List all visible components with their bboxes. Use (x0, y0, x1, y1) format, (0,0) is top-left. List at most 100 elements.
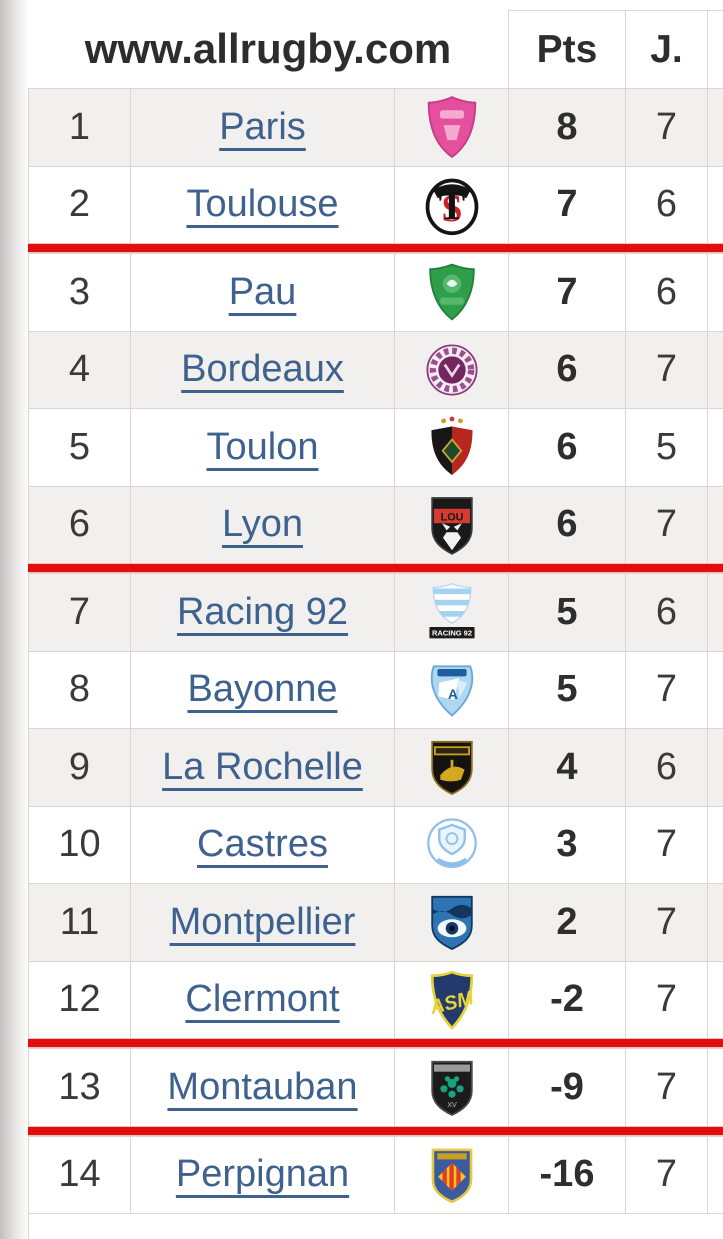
points-value: 5 (556, 668, 578, 711)
played-column-label: J. (650, 27, 683, 71)
team-link-toulouse[interactable]: Toulouse (186, 183, 339, 226)
rank-cell: 12 (28, 960, 130, 1038)
site-title: www.allrugby.com (84, 25, 452, 72)
played-cell: 7 (625, 485, 707, 563)
team-cell: Paris (130, 88, 394, 166)
team-cell: Castres (130, 805, 394, 883)
table-row: 1 Paris 8 7 (28, 88, 723, 166)
logo-cell (394, 805, 508, 883)
points-cell: 5 (508, 573, 625, 651)
aviron-bayonnais-crest-icon[interactable]: A (423, 659, 481, 721)
points-value: -16 (539, 1153, 595, 1196)
team-link-bayonne[interactable]: Bayonne (187, 668, 338, 711)
points-value: -9 (550, 1065, 584, 1108)
rank-value: 1 (68, 105, 91, 148)
racing-92-crest-icon[interactable]: RACING 92 (423, 580, 481, 644)
stade-rochelais-crest-icon[interactable] (425, 735, 479, 799)
played-cell: 7 (625, 805, 707, 883)
team-link-montauban[interactable]: Montauban (167, 1065, 358, 1108)
clipped-cell (707, 165, 723, 243)
table-row: 8 Bayonne A 5 7 (28, 650, 723, 728)
table-row: 5 Toulon 6 5 (28, 408, 723, 486)
section-paloise-crest-icon[interactable] (424, 261, 480, 323)
rank-cell: 14 (28, 1135, 130, 1213)
team-link-bordeaux[interactable]: Bordeaux (181, 348, 344, 391)
clipped-cell (707, 883, 723, 961)
relegation-separator-line (28, 1125, 723, 1136)
table-row: 7 Racing 92 RACING 92 5 6 (28, 573, 723, 651)
team-link-la-rochelle[interactable]: La Rochelle (162, 745, 363, 788)
relegation-separator-line (28, 1038, 723, 1048)
logo-cell (394, 330, 508, 408)
svg-text:S: S (441, 188, 462, 230)
team-link-perpignan[interactable]: Perpignan (175, 1153, 350, 1196)
team-link-lyon[interactable]: Lyon (222, 503, 303, 546)
rank-value: 7 (68, 590, 91, 633)
clipped-cell (707, 1048, 723, 1126)
team-link-paris[interactable]: Paris (219, 105, 306, 148)
rc-toulon-crest-icon[interactable] (424, 415, 480, 479)
clipped-cell (707, 728, 723, 806)
points-cell: -9 (508, 1048, 625, 1126)
asm-clermont-crest-icon[interactable]: ASM (425, 968, 479, 1032)
points-value: 3 (556, 823, 578, 866)
played-value: 7 (655, 1153, 678, 1196)
played-value: 6 (655, 183, 678, 226)
rank-value: 13 (58, 1065, 101, 1108)
union-bordeaux-crest-icon[interactable] (423, 339, 481, 401)
points-cell: 8 (508, 88, 625, 166)
team-link-racing-92[interactable]: Racing 92 (176, 590, 349, 633)
points-value: 7 (556, 270, 578, 313)
rank-value: 4 (68, 348, 91, 391)
page-edge-shadow (0, 0, 28, 1239)
played-cell: 7 (625, 650, 707, 728)
team-cell: Lyon (130, 485, 394, 563)
standings-table: www.allrugby.com Pts J. 1 Paris 8 7 2 To… (28, 10, 723, 1239)
rank-cell: 2 (28, 165, 130, 243)
us-montauban-crest-icon[interactable]: XV (425, 1055, 479, 1119)
rank-value: 10 (58, 823, 101, 866)
played-cell: 7 (625, 960, 707, 1038)
svg-text:A: A (447, 687, 457, 702)
played-value: 7 (655, 668, 678, 711)
team-cell: Pau (130, 253, 394, 331)
points-cell: 4 (508, 728, 625, 806)
played-cell: 6 (625, 573, 707, 651)
team-link-pau[interactable]: Pau (228, 270, 297, 313)
team-link-clermont[interactable]: Clermont (185, 978, 340, 1021)
points-value: 6 (556, 348, 578, 391)
clipped-cell (707, 805, 723, 883)
points-cell: -16 (508, 1135, 625, 1213)
table-row: 13 Montauban XV -9 7 (28, 1048, 723, 1126)
team-link-toulon[interactable]: Toulon (206, 425, 319, 468)
rank-cell: 10 (28, 805, 130, 883)
montpellier-herault-crest-icon[interactable] (425, 890, 479, 954)
lou-rugby-crest-icon[interactable]: LOU (425, 493, 479, 557)
clipped-cell (707, 960, 723, 1038)
points-value: 4 (556, 745, 578, 788)
clipped-header-cell (707, 10, 723, 88)
rank-cell: 5 (28, 408, 130, 486)
team-link-castres[interactable]: Castres (197, 823, 328, 866)
team-cell: La Rochelle (130, 728, 394, 806)
usap-perpignan-crest-icon[interactable] (426, 1144, 478, 1206)
team-link-montpellier[interactable]: Montpellier (169, 900, 356, 943)
clipped-cell (707, 650, 723, 728)
clipped-cell (707, 408, 723, 486)
points-cell: 2 (508, 883, 625, 961)
played-cell: 7 (625, 883, 707, 961)
stade-francais-crest-icon[interactable] (424, 95, 480, 159)
team-cell: Montpellier (130, 883, 394, 961)
table-row: 14 Perpignan -16 7 (28, 1135, 723, 1213)
points-cell: 7 (508, 165, 625, 243)
played-value: 7 (655, 1065, 678, 1108)
points-cell: 5 (508, 650, 625, 728)
castres-olympique-crest-icon[interactable] (423, 814, 481, 876)
team-cell: Toulouse (130, 165, 394, 243)
team-cell: Toulon (130, 408, 394, 486)
rank-value: 6 (68, 503, 91, 546)
played-value: 6 (655, 270, 678, 313)
